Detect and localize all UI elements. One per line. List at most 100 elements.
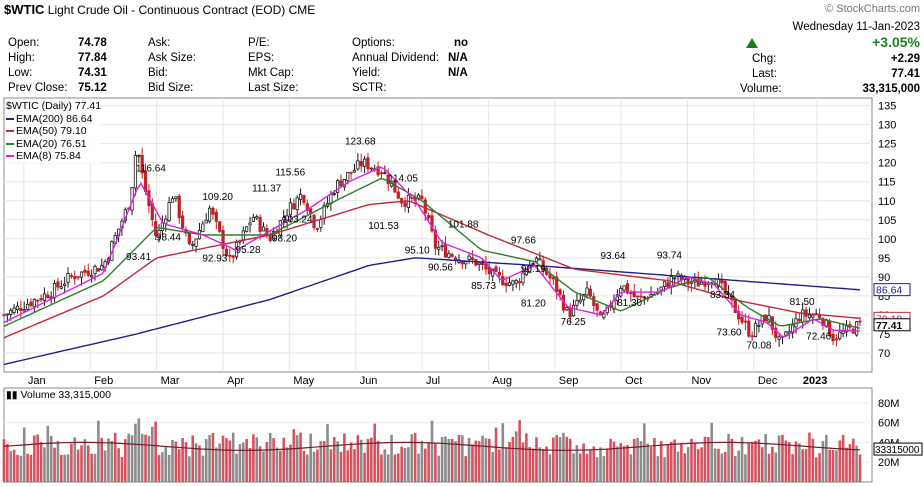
volume-bar [727, 433, 730, 482]
price-annotation: 101.53 [368, 221, 399, 232]
open-label: Open: [8, 37, 40, 49]
legend-ema8: EMA(8) 75.84 [6, 150, 101, 163]
legend-label: EMA(200) 86.64 [16, 112, 93, 125]
candle-body [19, 307, 23, 311]
candle-body [460, 261, 464, 265]
candle-body [467, 255, 471, 260]
candle-body [298, 193, 303, 200]
volume-bar [585, 453, 589, 482]
price-annotation: 81.30 [617, 298, 642, 309]
volume-bar [730, 438, 734, 482]
candle-body [447, 253, 451, 258]
price-annotation: 123.68 [345, 137, 376, 148]
price-tick-label: 125 [878, 139, 896, 151]
change-percent: +3.05% [872, 34, 920, 50]
volume-bar [514, 431, 518, 482]
volume-bar [541, 448, 545, 482]
candle-body [73, 275, 77, 280]
volume-bar [683, 453, 687, 482]
candle-body [184, 228, 188, 234]
candle-body [437, 246, 441, 250]
price-annotation: 116.64 [136, 163, 166, 174]
candle-body [430, 215, 434, 232]
volume-bar [461, 435, 464, 482]
volume-bar [127, 433, 130, 482]
candle-body [352, 169, 357, 173]
volume-bar [612, 441, 616, 482]
volume-bar [609, 438, 612, 482]
price-tick-label: 120 [878, 158, 896, 170]
ask-label: Ask: [148, 37, 171, 49]
legend-label: EMA(8) 75.84 [16, 150, 81, 162]
volume-bar [548, 454, 552, 482]
price-tick-label: 70 [878, 348, 890, 360]
month-tick-label: Aug [492, 375, 512, 387]
candle-body [49, 296, 53, 299]
volume-bar [272, 438, 275, 482]
price-annotation: 115.56 [275, 168, 305, 179]
candle-body [32, 299, 36, 307]
candle-body [548, 274, 552, 279]
candle-body [797, 318, 801, 322]
legend-title: $WTIC (Daily) 77.41 [6, 100, 101, 113]
volume-bar [659, 441, 663, 482]
candle-body [639, 295, 643, 298]
candle-body [12, 307, 16, 313]
volume-bar [22, 427, 26, 482]
candle-body [349, 171, 353, 174]
volume-bar [144, 434, 147, 482]
volume-bar [43, 447, 46, 482]
candle-body [39, 298, 43, 301]
volume-bar [302, 450, 306, 482]
volume-tick-label: 60M [878, 418, 899, 430]
candle-body [258, 216, 262, 232]
candle-body [302, 195, 306, 203]
volume-bar [295, 435, 299, 482]
candle-body [524, 271, 528, 276]
volume-bar [723, 451, 727, 482]
candle-body [585, 287, 589, 296]
volume-bar [124, 439, 127, 482]
candle-body [575, 299, 579, 306]
volume-bar [46, 425, 50, 482]
volume-bar [474, 440, 478, 482]
candle-body [339, 180, 343, 187]
candle-body [777, 336, 781, 340]
candle-body [133, 155, 138, 189]
volume-bar [750, 441, 754, 482]
volume-bar [73, 437, 77, 482]
volume-bar [552, 437, 555, 482]
volume-bar [848, 444, 852, 482]
candle-body [86, 270, 90, 276]
volume-bar [363, 452, 366, 482]
volume-bar [306, 454, 309, 482]
candle-body [433, 229, 437, 249]
candle-body [403, 202, 407, 207]
candle-body [211, 207, 215, 215]
price-tick-label: 115 [878, 177, 896, 189]
candle-body [534, 257, 539, 263]
stockcharts-watermark: © StockCharts.com [825, 3, 920, 15]
volume-bar [2, 439, 6, 482]
volume-bar [150, 426, 154, 482]
candle-body [90, 274, 94, 278]
volume-bar [518, 420, 521, 482]
volume-bar [626, 445, 629, 482]
volume-bar [201, 455, 205, 482]
volume-bar [781, 434, 784, 482]
volume-bar [413, 433, 417, 482]
volume-bar [299, 432, 302, 482]
volume-bar [757, 439, 761, 482]
candle-body [821, 318, 825, 326]
volume-bar [734, 455, 737, 482]
candle-body [689, 282, 694, 285]
low-label: Low: [8, 67, 33, 79]
candle-body [834, 338, 839, 341]
candle-body [659, 286, 663, 291]
up-arrow-icon [746, 38, 758, 48]
volume-bar [204, 439, 208, 482]
candle-body [622, 285, 626, 291]
volume-bar [343, 433, 346, 482]
candle-body [2, 314, 6, 317]
volume-bar [339, 451, 343, 482]
